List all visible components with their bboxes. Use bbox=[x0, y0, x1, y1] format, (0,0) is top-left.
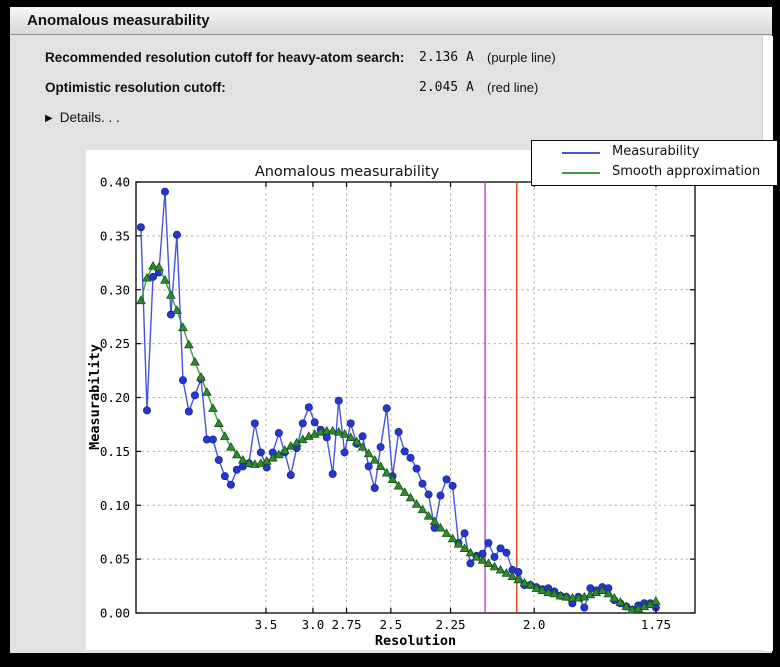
recommended-cutoff-label: Recommended resolution cutoff for heavy-… bbox=[45, 50, 405, 65]
recommended-cutoff-value: 2.136 A bbox=[419, 50, 474, 65]
legend-label: Measurability bbox=[612, 144, 700, 159]
chart-legend: Measurability Smooth approximation bbox=[531, 140, 778, 186]
y-axis-label: Measurability bbox=[87, 344, 103, 450]
details-label: Details. . . bbox=[59, 110, 120, 125]
x-tick-label: 2.75 bbox=[331, 617, 361, 632]
y-tick-label: 0.00 bbox=[100, 606, 130, 621]
details-disclosure[interactable]: ▶ Details. . . bbox=[45, 110, 120, 125]
legend-entry-smooth: Smooth approximation bbox=[532, 163, 777, 183]
optimistic-cutoff-label: Optimistic resolution cutoff: bbox=[45, 80, 226, 95]
x-tick-label: 2.5 bbox=[380, 617, 403, 632]
x-tick-label: 2.25 bbox=[435, 617, 465, 632]
legend-line-sample-blue bbox=[562, 152, 600, 154]
y-tick-label: 0.40 bbox=[100, 175, 130, 190]
y-tick-label: 0.30 bbox=[100, 282, 130, 297]
section-header: Anomalous measurability bbox=[10, 7, 772, 35]
recommended-cutoff-note: (purple line) bbox=[487, 50, 556, 65]
x-tick-label: 3.0 bbox=[302, 617, 325, 632]
y-tick-label: 0.10 bbox=[100, 498, 130, 513]
y-tick-label: 0.15 bbox=[100, 444, 130, 459]
y-tick-label: 0.20 bbox=[100, 390, 130, 405]
optimistic-cutoff-value: 2.045 A bbox=[419, 80, 474, 95]
disclosure-triangle-icon[interactable]: ▶ bbox=[45, 113, 53, 124]
optimistic-cutoff-note: (red line) bbox=[487, 80, 539, 95]
smooth-approximation-series bbox=[136, 261, 661, 614]
section-title: Anomalous measurability bbox=[27, 12, 210, 29]
x-tick-label: 1.75 bbox=[641, 617, 671, 632]
legend-label: Smooth approximation bbox=[612, 164, 761, 179]
legend-entry-measurability: Measurability bbox=[532, 143, 777, 163]
y-tick-label: 0.35 bbox=[100, 228, 130, 243]
y-tick-label: 0.25 bbox=[100, 336, 130, 351]
x-tick-label: 3.5 bbox=[255, 617, 278, 632]
legend-line-sample-green bbox=[562, 172, 600, 174]
plot-area bbox=[135, 181, 696, 614]
x-tick-label: 2.0 bbox=[523, 617, 546, 632]
chart-title: Anomalous measurability bbox=[255, 164, 440, 180]
y-tick-label: 0.05 bbox=[100, 552, 130, 567]
x-axis-label: Resolution bbox=[375, 633, 456, 649]
